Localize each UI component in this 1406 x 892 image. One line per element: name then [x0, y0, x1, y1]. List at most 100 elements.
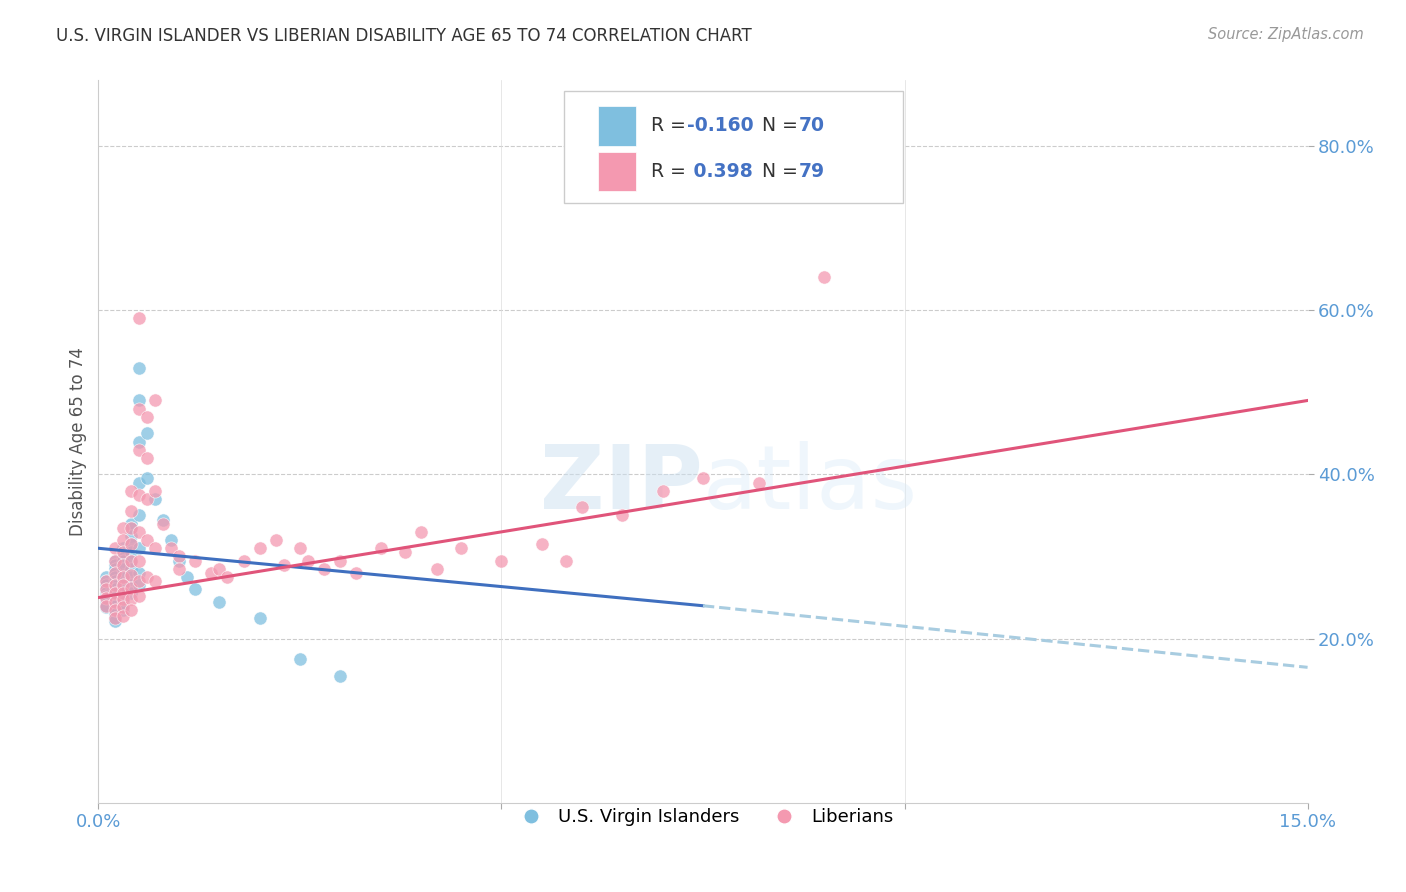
- Point: [96, 586, 118, 600]
- Point: [96, 594, 118, 608]
- Point: [450, 541, 472, 556]
- Point: [152, 512, 174, 526]
- Text: R =: R =: [651, 116, 692, 136]
- Point: [96, 591, 118, 605]
- Text: ZIP: ZIP: [540, 442, 703, 528]
- Point: [120, 570, 142, 584]
- Point: [103, 566, 125, 580]
- Point: [111, 591, 134, 605]
- Point: [128, 541, 150, 556]
- Point: [409, 524, 432, 539]
- Point: [651, 483, 673, 498]
- Point: [120, 521, 142, 535]
- Point: [103, 599, 125, 613]
- Point: [111, 578, 134, 592]
- Point: [111, 553, 134, 567]
- Text: 79: 79: [799, 162, 825, 181]
- Point: [128, 360, 150, 375]
- Point: [167, 553, 190, 567]
- Text: N =: N =: [762, 162, 804, 181]
- Point: [128, 508, 150, 523]
- Point: [184, 582, 207, 597]
- Point: [143, 491, 166, 506]
- Point: [120, 553, 142, 567]
- Point: [128, 488, 150, 502]
- Point: [103, 578, 125, 592]
- Point: [555, 553, 578, 567]
- Point: [143, 541, 166, 556]
- Point: [103, 553, 125, 567]
- Point: [96, 574, 118, 588]
- Point: [120, 592, 142, 607]
- Text: 70: 70: [799, 116, 824, 136]
- Point: [135, 570, 157, 584]
- Point: [120, 537, 142, 551]
- Point: [128, 566, 150, 580]
- Point: [288, 541, 311, 556]
- Point: [128, 401, 150, 416]
- Point: [111, 570, 134, 584]
- Point: [103, 603, 125, 617]
- Point: [96, 574, 118, 588]
- Point: [297, 553, 319, 567]
- Point: [111, 562, 134, 576]
- Point: [103, 586, 125, 600]
- Point: [571, 500, 593, 515]
- Point: [135, 491, 157, 506]
- Point: [103, 614, 125, 628]
- Point: [103, 607, 125, 621]
- Text: -0.160: -0.160: [688, 116, 754, 136]
- Point: [370, 541, 392, 556]
- Point: [426, 562, 449, 576]
- Text: R =: R =: [651, 162, 692, 181]
- Point: [152, 516, 174, 531]
- Bar: [598, 106, 637, 145]
- Point: [184, 553, 207, 567]
- Point: [128, 442, 150, 457]
- Point: [120, 521, 142, 535]
- Point: [128, 578, 150, 592]
- Point: [208, 594, 231, 608]
- Point: [96, 589, 118, 603]
- Point: [103, 541, 125, 556]
- Point: [103, 611, 125, 625]
- Point: [111, 608, 134, 623]
- Point: [111, 594, 134, 608]
- Point: [329, 553, 352, 567]
- Point: [249, 611, 271, 625]
- Point: [135, 471, 157, 485]
- Point: [103, 566, 125, 580]
- Point: [103, 582, 125, 597]
- Point: [264, 533, 287, 547]
- Text: atlas: atlas: [703, 442, 918, 528]
- Point: [120, 567, 142, 582]
- Point: [249, 541, 271, 556]
- Point: [120, 545, 142, 559]
- Point: [167, 562, 190, 576]
- Point: [111, 584, 134, 599]
- Point: [111, 545, 134, 559]
- Point: [135, 533, 157, 547]
- Point: [96, 591, 118, 605]
- Point: [103, 591, 125, 605]
- Point: [128, 524, 150, 539]
- Point: [120, 504, 142, 518]
- Point: [200, 566, 222, 580]
- Point: [748, 475, 770, 490]
- Point: [128, 589, 150, 603]
- Point: [128, 553, 150, 567]
- Point: [111, 586, 134, 600]
- Point: [491, 553, 513, 567]
- Point: [135, 426, 157, 441]
- Point: [96, 582, 118, 597]
- Point: [96, 592, 118, 607]
- Point: [692, 471, 714, 485]
- Point: [111, 549, 134, 564]
- Point: [111, 603, 134, 617]
- Point: [120, 562, 142, 576]
- Point: [103, 611, 125, 625]
- Point: [160, 541, 183, 556]
- Point: [103, 558, 125, 572]
- Point: [111, 541, 134, 556]
- Point: [120, 603, 142, 617]
